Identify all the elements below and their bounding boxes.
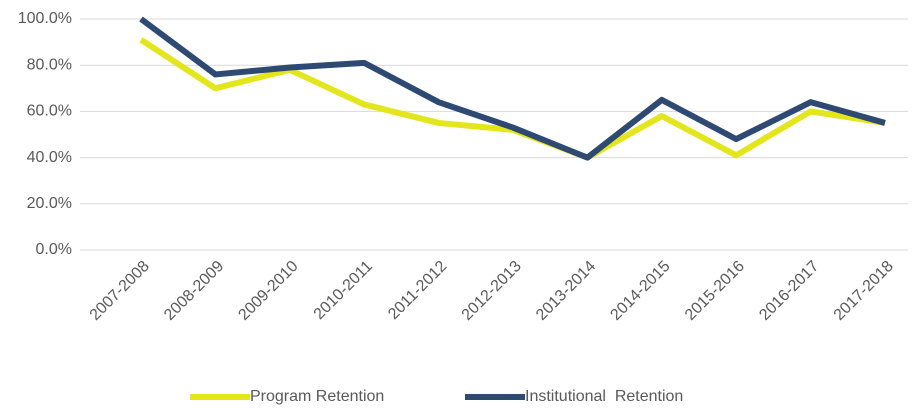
y-tick-label: 20.0% <box>27 195 72 212</box>
legend-label: Institutional Retention <box>525 388 683 405</box>
x-tick-label: 2016-2017 <box>756 258 822 324</box>
x-tick-label: 2017-2018 <box>831 258 897 324</box>
x-tick-label: 2008-2009 <box>161 258 227 324</box>
y-tick-label: 40.0% <box>27 149 72 166</box>
x-tick-label: 2015-2016 <box>682 258 748 324</box>
x-tick-label: 2007-2008 <box>87 258 153 324</box>
x-tick-label: 2012-2013 <box>459 258 525 324</box>
y-tick-label: 60.0% <box>27 103 72 120</box>
x-tick-label: 2014-2015 <box>607 258 673 324</box>
y-tick-label: 80.0% <box>27 56 72 73</box>
line-series <box>139 37 886 161</box>
y-tick-label: 0.0% <box>36 241 72 258</box>
line-series <box>139 16 886 161</box>
x-tick-label: 2013-2014 <box>533 258 599 324</box>
legend-label: Program Retention <box>250 388 384 405</box>
y-tick-label: 100.0% <box>18 10 72 27</box>
x-tick-label: 2010-2011 <box>311 258 376 323</box>
x-tick-label: 2011-2012 <box>385 258 450 323</box>
x-tick-label: 2009-2010 <box>235 258 301 324</box>
